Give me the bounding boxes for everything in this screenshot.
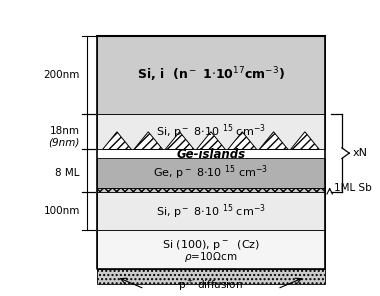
Text: 200nm: 200nm	[44, 70, 80, 80]
Text: (9nm): (9nm)	[49, 137, 80, 147]
Bar	[97, 158, 325, 188]
Text: Si, p$^-$ 8$\cdot$10 $^{15}$ cm$^{-3}$: Si, p$^-$ 8$\cdot$10 $^{15}$ cm$^{-3}$	[156, 123, 266, 141]
Text: Si, i  (n$^-$ 1$\cdot$10$^{17}$cm$^{-3}$): Si, i (n$^-$ 1$\cdot$10$^{17}$cm$^{-3}$)	[137, 66, 285, 84]
Bar	[97, 231, 325, 269]
Text: $\rho$=10$\Omega$cm: $\rho$=10$\Omega$cm	[184, 250, 238, 264]
Text: Ge-islands: Ge-islands	[176, 148, 245, 161]
Bar	[97, 188, 325, 192]
Polygon shape	[196, 132, 225, 149]
Polygon shape	[134, 132, 163, 149]
Polygon shape	[228, 132, 256, 149]
Text: 18nm: 18nm	[50, 126, 80, 136]
Text: Si, p$^-$ 8$\cdot$10 $^{15}$ cm$^{-3}$: Si, p$^-$ 8$\cdot$10 $^{15}$ cm$^{-3}$	[156, 202, 266, 221]
Text: p$^+$ diffusion: p$^+$ diffusion	[179, 278, 244, 293]
Polygon shape	[259, 132, 288, 149]
Text: 100nm: 100nm	[44, 206, 80, 216]
Polygon shape	[103, 132, 131, 149]
Text: 1ML Sb: 1ML Sb	[334, 183, 372, 193]
Bar	[97, 114, 325, 149]
Polygon shape	[165, 132, 194, 149]
Text: Ge, p$^-$ 8$\cdot$10 $^{15}$ cm$^{-3}$: Ge, p$^-$ 8$\cdot$10 $^{15}$ cm$^{-3}$	[154, 164, 269, 182]
Bar	[97, 192, 325, 231]
Bar	[97, 269, 325, 284]
Polygon shape	[290, 132, 319, 149]
Text: Si (100), p$^-$  (Cz): Si (100), p$^-$ (Cz)	[162, 238, 260, 252]
Text: xN: xN	[353, 148, 368, 158]
Bar	[97, 36, 325, 114]
Text: 8 ML: 8 ML	[55, 168, 80, 178]
